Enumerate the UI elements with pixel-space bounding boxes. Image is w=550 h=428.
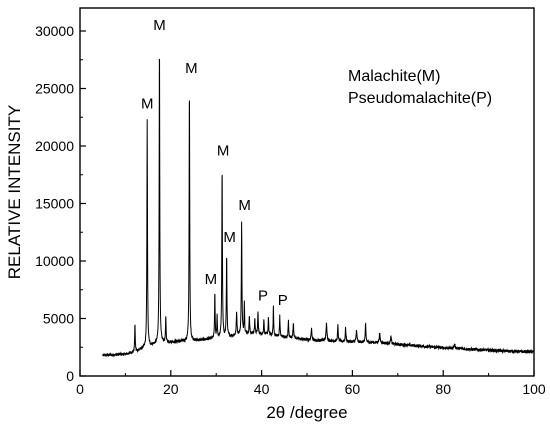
peak-label-malachite: M — [217, 143, 230, 160]
x-tick-label: 80 — [435, 381, 451, 397]
y-tick-label: 0 — [66, 368, 74, 384]
peak-label-pseudomalachite: P — [278, 292, 288, 309]
y-tick-label: 15000 — [35, 196, 74, 212]
peak-label-pseudomalachite: P — [258, 287, 268, 304]
peak-label-malachite: M — [185, 60, 198, 77]
x-tick-label: 60 — [345, 381, 361, 397]
y-axis-title: RELATIVE INTENSITY — [5, 105, 24, 279]
x-tick-label: 40 — [254, 381, 270, 397]
y-tick-label: 30000 — [35, 23, 74, 39]
y-tick-label: 25000 — [35, 81, 74, 97]
legend-line-malachite: Malachite(M) — [348, 68, 440, 85]
y-tick-label: 5000 — [43, 311, 74, 327]
xrd-pattern-line — [102, 58, 535, 358]
peak-label-malachite: M — [205, 271, 218, 288]
x-axis-title: 2θ /degree — [266, 403, 347, 422]
legend-line-pseudomalachite: Pseudomalachite(P) — [348, 90, 492, 107]
x-tick-label: 100 — [522, 381, 546, 397]
peak-label-malachite: M — [153, 17, 166, 34]
peak-label-malachite: M — [238, 197, 251, 214]
peak-label-malachite: M — [141, 96, 154, 113]
x-tick-label: 20 — [163, 381, 179, 397]
legend: Malachite(M) Pseudomalachite(P) — [348, 68, 492, 107]
x-tick-label: 0 — [76, 381, 84, 397]
peak-label-malachite: M — [223, 229, 236, 246]
y-tick-label: 20000 — [35, 138, 74, 154]
y-tick-label: 10000 — [35, 253, 74, 269]
